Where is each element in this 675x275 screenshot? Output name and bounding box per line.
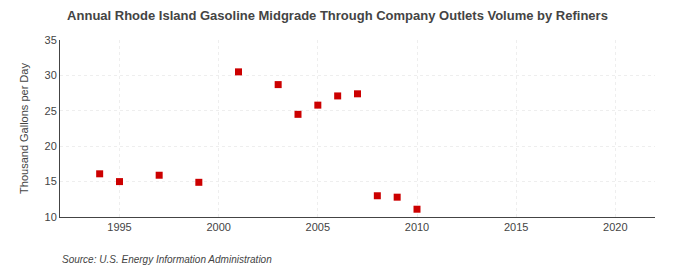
svg-text:1995: 1995 — [107, 221, 131, 233]
svg-text:20: 20 — [45, 140, 57, 152]
svg-text:2020: 2020 — [603, 221, 627, 233]
svg-text:15: 15 — [45, 175, 57, 187]
svg-text:25: 25 — [45, 105, 57, 117]
svg-text:Thousand Gallons per Day: Thousand Gallons per Day — [18, 63, 30, 194]
svg-text:35: 35 — [45, 34, 57, 46]
svg-text:10: 10 — [45, 211, 57, 223]
svg-text:30: 30 — [45, 69, 57, 81]
svg-text:2010: 2010 — [405, 221, 429, 233]
svg-text:2005: 2005 — [306, 221, 330, 233]
svg-text:Annual Rhode Island Gasoline M: Annual Rhode Island Gasoline Midgrade Th… — [67, 8, 608, 23]
svg-text:Source: U.S. Energy Informatio: Source: U.S. Energy Information Administ… — [62, 254, 272, 265]
svg-text:2000: 2000 — [206, 221, 230, 233]
svg-text:2015: 2015 — [504, 221, 528, 233]
